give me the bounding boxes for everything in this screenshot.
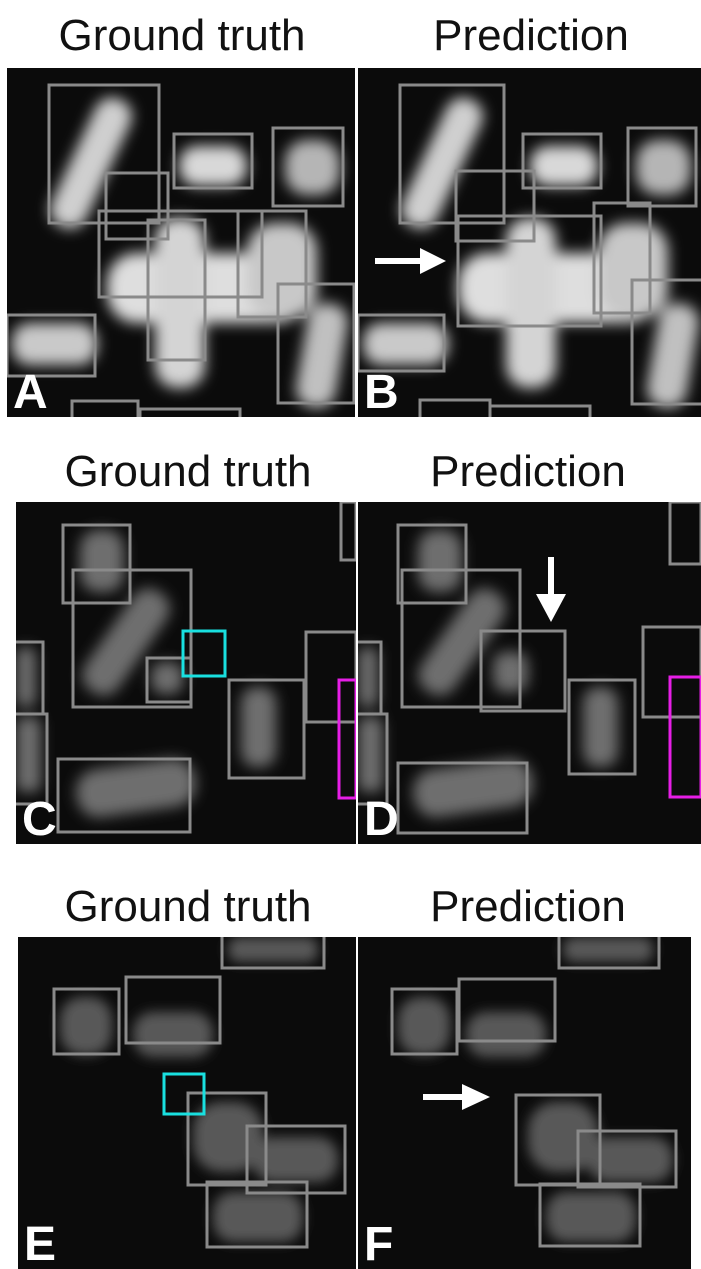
panel-f: F (358, 937, 691, 1269)
panel-a-label: A (13, 366, 48, 417)
panel-a-micrograph (7, 83, 355, 417)
panel-b-label: B (364, 366, 399, 417)
panel-f-label: F (364, 1218, 394, 1269)
panel-c: C (16, 502, 356, 844)
panel-a: A (7, 68, 355, 417)
panel-e-label: E (24, 1218, 57, 1269)
panel-f-arrow (423, 1084, 490, 1110)
panel-d-title: Prediction (430, 447, 626, 496)
panel-c-title: Ground truth (64, 447, 312, 496)
panel-e: E (18, 937, 356, 1269)
panel-c-cyan-box (181, 629, 227, 678)
panel-d-arrow (536, 557, 566, 622)
panel-d-label: D (364, 793, 399, 844)
panel-c-micrograph (16, 502, 356, 834)
panel-d-magenta-box (668, 675, 701, 799)
panel-b-arrow (375, 248, 446, 274)
panel-d: D (358, 502, 701, 844)
panel-e-micrograph (52, 937, 347, 1249)
panel-e-cyan-box (162, 1072, 206, 1116)
panel-b-title: Prediction (433, 11, 629, 60)
panel-b-micrograph (358, 83, 701, 417)
panel-d-micrograph (358, 502, 701, 835)
panel-a-title: Ground truth (58, 11, 306, 60)
panel-c-label: C (22, 793, 57, 844)
panel-b: B (358, 68, 701, 417)
panel-f-micrograph (390, 937, 678, 1248)
panel-c-magenta-box (337, 678, 356, 800)
panel-f-title: Prediction (430, 882, 626, 931)
panel-e-title: Ground truth (64, 882, 312, 931)
